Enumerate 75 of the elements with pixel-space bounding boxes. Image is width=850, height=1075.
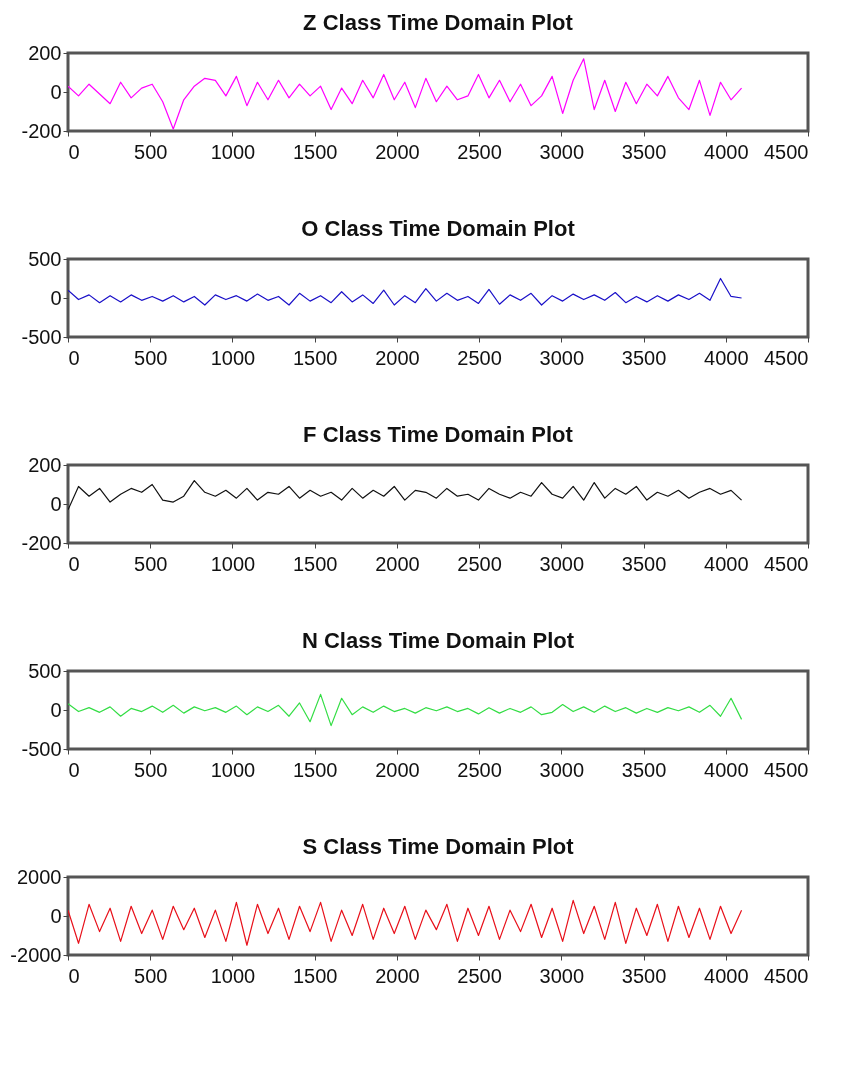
x-tick-label: 0 [68,552,80,575]
chart-title: N Class Time Domain Plot [301,628,575,653]
x-tick-label: 2500 [457,140,502,163]
y-tick-label: -2000 [10,943,62,966]
x-tick-label: 3500 [621,758,667,781]
chart-title: S Class Time Domain Plot [302,834,575,859]
x-tick-label: 4500 [764,964,809,987]
line-series [68,693,743,727]
x-tick-label: 4000 [704,346,749,369]
x-tick-label: 3000 [539,964,585,987]
x-tick-label: 4000 [704,964,749,987]
x-tick-label: 1000 [210,552,256,575]
y-tick-label: -200 [21,531,62,554]
x-tick-label: 500 [134,140,168,163]
y-tick-label: -200 [21,119,62,142]
x-tick-label: 3000 [539,758,585,781]
x-tick-label: 4500 [764,346,809,369]
x-tick-label: 4500 [764,552,809,575]
x-tick-label: 1500 [292,552,338,575]
x-tick-label: 4500 [764,140,809,163]
x-tick-label: 2000 [375,552,420,575]
line-series [68,899,743,946]
y-tick-label: 500 [28,659,62,682]
x-tick-label: 1000 [210,140,256,163]
chart-title: Z Class Time Domain Plot [303,10,574,35]
x-tick-label: 4000 [704,758,749,781]
y-tick-label: 200 [28,41,62,64]
chart-title: F Class Time Domain Plot [303,422,574,447]
x-tick-label: 3500 [621,964,667,987]
x-tick-label: 3000 [539,346,585,369]
line-series [68,277,743,306]
x-tick-label: 500 [134,346,168,369]
x-tick-label: 1500 [292,758,338,781]
x-tick-label: 2500 [457,552,502,575]
x-tick-label: 500 [134,964,168,987]
x-tick-label: 3000 [539,552,585,575]
x-tick-label: 3500 [621,140,667,163]
x-tick-label: 3500 [621,552,667,575]
x-tick-label: 2500 [457,964,502,987]
y-tick-label: 2000 [17,865,62,888]
x-tick-label: 1000 [210,758,256,781]
x-tick-label: 500 [134,552,168,575]
x-tick-label: 1000 [210,346,256,369]
x-tick-label: 0 [68,140,80,163]
x-tick-label: 1500 [292,140,338,163]
x-tick-label: 2500 [457,758,502,781]
y-tick-label: 500 [28,247,62,270]
line-series [68,58,743,130]
y-tick-label: 0 [50,904,62,927]
x-tick-label: 4000 [704,552,749,575]
x-tick-label: 0 [68,346,80,369]
chart-title: O Class Time Domain Plot [301,216,576,241]
y-tick-label: -500 [21,325,62,348]
y-tick-label: 0 [50,286,62,309]
y-tick-label: 0 [50,492,62,515]
x-tick-label: 1500 [292,964,338,987]
x-tick-label: 3000 [539,140,585,163]
x-tick-label: 1000 [210,964,256,987]
x-tick-label: 2000 [375,346,420,369]
x-tick-label: 2500 [457,346,502,369]
y-tick-label: 200 [28,453,62,476]
x-tick-label: 4000 [704,140,749,163]
x-tick-label: 0 [68,964,80,987]
y-tick-label: 0 [50,698,62,721]
x-tick-label: 2000 [375,140,420,163]
x-tick-label: 2000 [375,758,420,781]
x-tick-label: 500 [134,758,168,781]
line-series [68,480,743,511]
y-tick-label: -500 [21,737,62,760]
x-tick-label: 0 [68,758,80,781]
x-tick-label: 1500 [292,346,338,369]
y-tick-label: 0 [50,80,62,103]
x-tick-label: 3500 [621,346,667,369]
x-tick-label: 2000 [375,964,420,987]
x-tick-label: 4500 [764,758,809,781]
